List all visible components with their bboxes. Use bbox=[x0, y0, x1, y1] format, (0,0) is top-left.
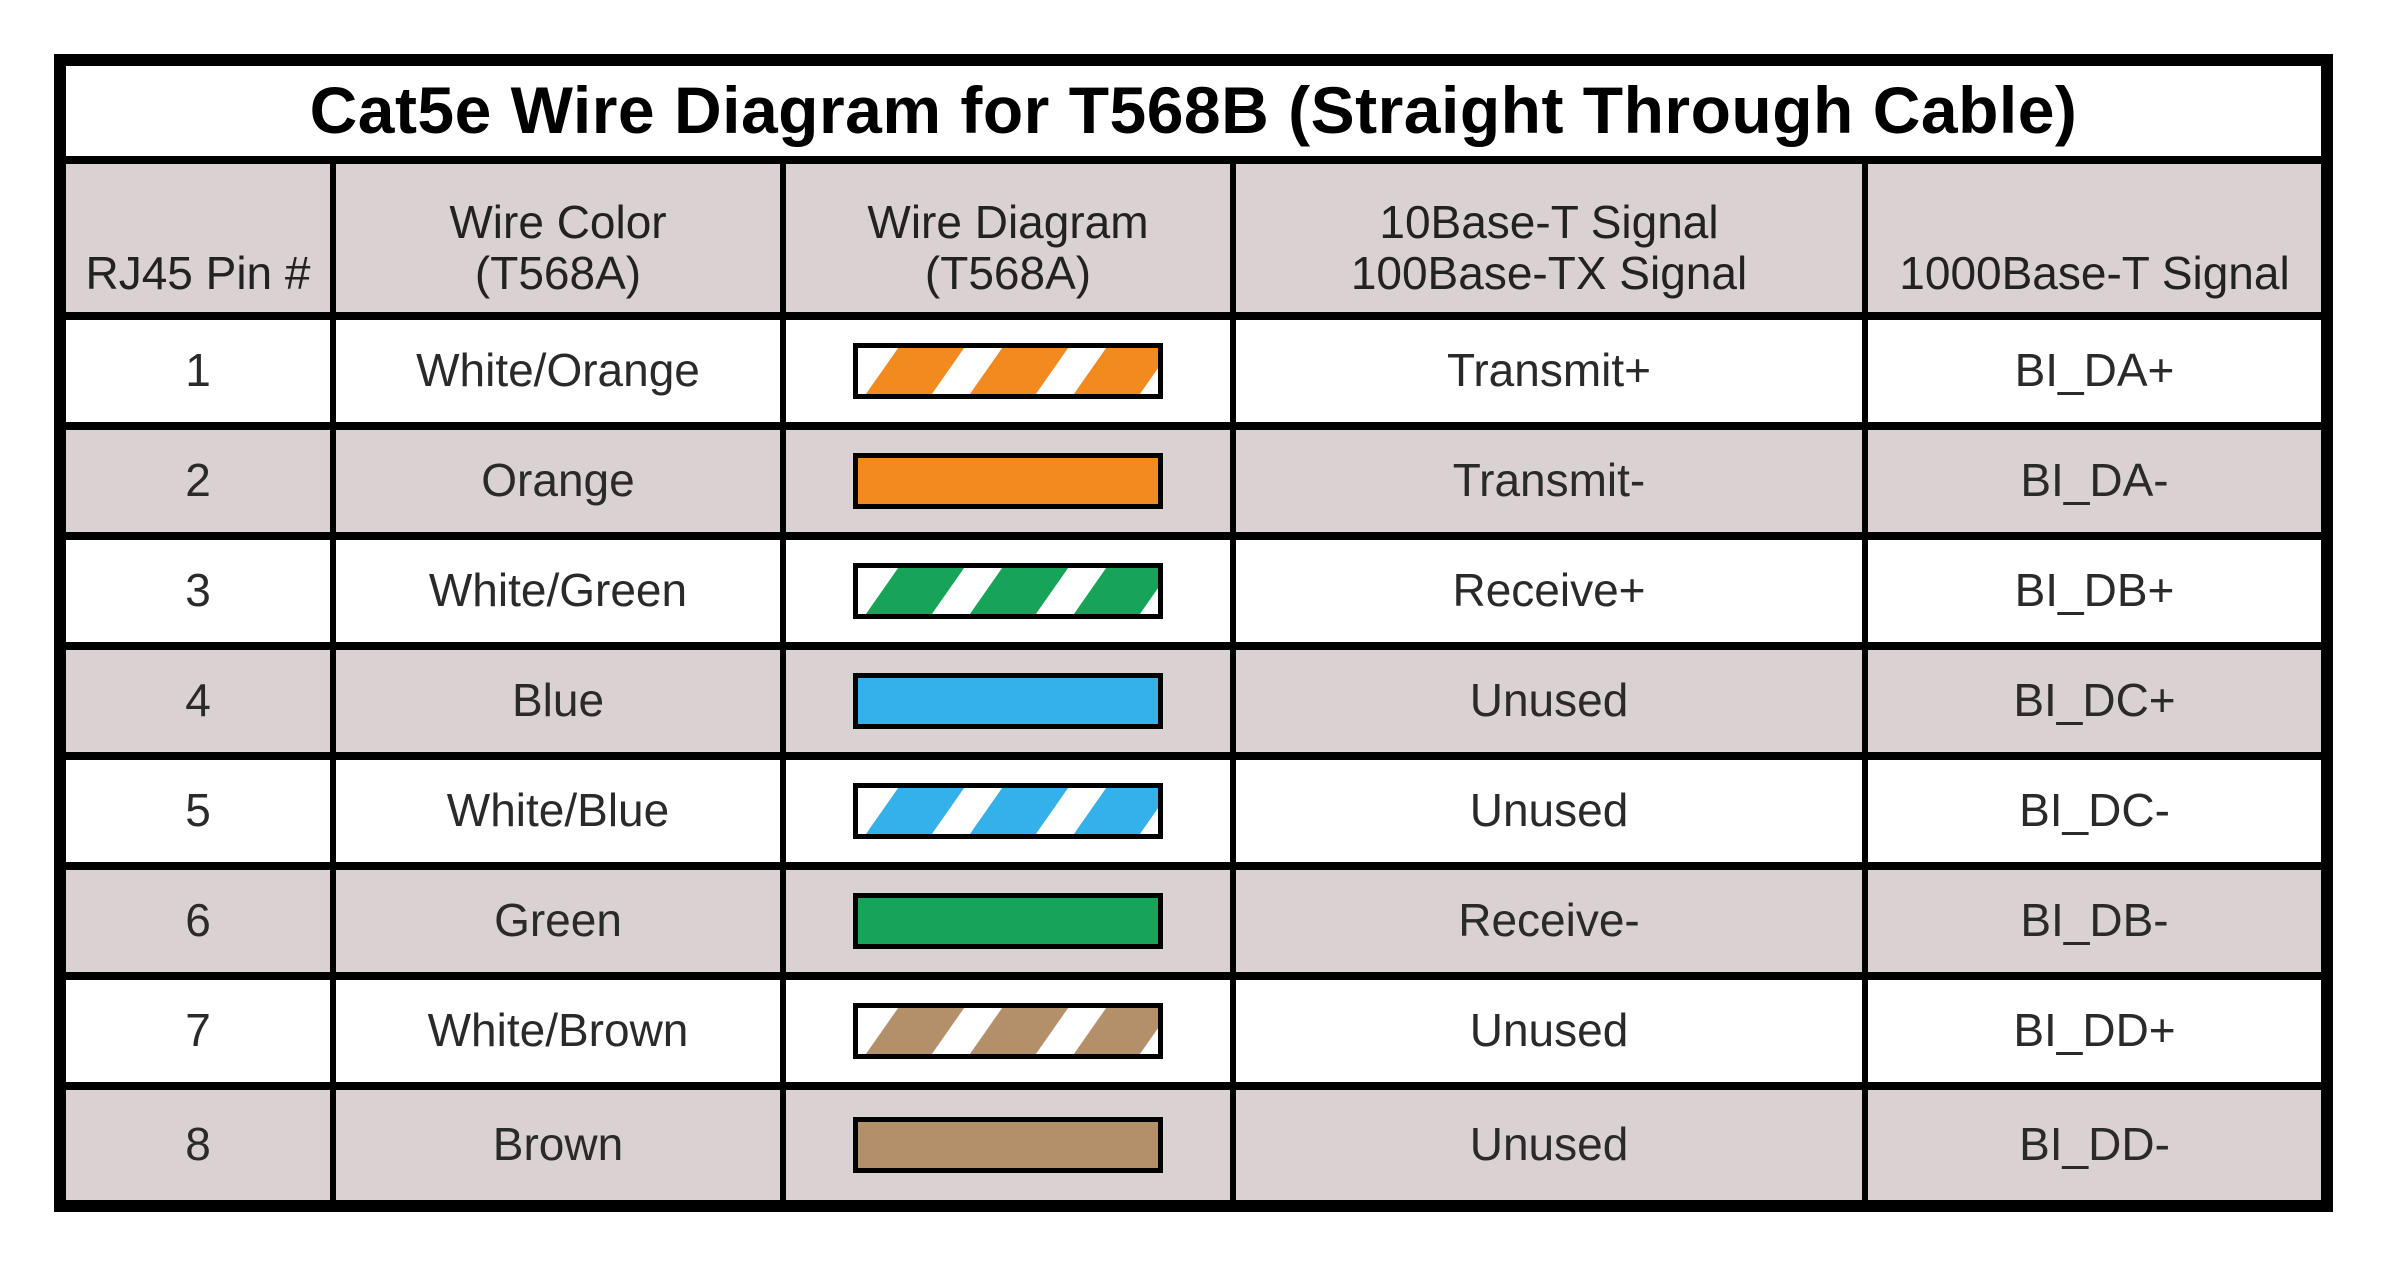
wire-color-name: White/Green bbox=[336, 540, 786, 642]
signal-1000base: BI_DB+ bbox=[1868, 540, 2321, 642]
wire-diagram-cell bbox=[786, 980, 1236, 1082]
pin-number: 7 bbox=[66, 980, 336, 1082]
table-row: 7White/Brown UnusedBI_DD+ bbox=[66, 980, 2321, 1090]
table-row: 4Blue UnusedBI_DC+ bbox=[66, 650, 2321, 760]
signal-10base: Receive- bbox=[1236, 870, 1868, 972]
signal-10base: Transmit+ bbox=[1236, 320, 1868, 422]
wire-color-name: Brown bbox=[336, 1090, 786, 1200]
col-header-signal-10: 10Base-T Signal100Base-TX Signal bbox=[1236, 164, 1868, 312]
wire-swatch bbox=[853, 563, 1163, 619]
table-row: 8Brown UnusedBI_DD- bbox=[66, 1090, 2321, 1200]
table-row: 2Orange Transmit-BI_DA- bbox=[66, 430, 2321, 540]
pin-number: 6 bbox=[66, 870, 336, 972]
signal-10base: Unused bbox=[1236, 650, 1868, 752]
signal-1000base: BI_DC+ bbox=[1868, 650, 2321, 752]
signal-1000base: BI_DB- bbox=[1868, 870, 2321, 972]
wire-diagram-table: Cat5e Wire Diagram for T568B (Straight T… bbox=[54, 54, 2333, 1212]
table-row: 5White/Blue UnusedBI_DC- bbox=[66, 760, 2321, 870]
signal-10base: Receive+ bbox=[1236, 540, 1868, 642]
wire-diagram-cell bbox=[786, 1090, 1236, 1200]
wire-diagram-frame: Cat5e Wire Diagram for T568B (Straight T… bbox=[0, 0, 2387, 1272]
wire-color-name: White/Brown bbox=[336, 980, 786, 1082]
table-title: Cat5e Wire Diagram for T568B (Straight T… bbox=[66, 66, 2321, 164]
signal-1000base: BI_DC- bbox=[1868, 760, 2321, 862]
table-header-row: RJ45 Pin # Wire Color(T568A) Wire Diagra… bbox=[66, 164, 2321, 320]
wire-diagram-cell bbox=[786, 320, 1236, 422]
pin-number: 1 bbox=[66, 320, 336, 422]
wire-color-name: Blue bbox=[336, 650, 786, 752]
signal-1000base: BI_DD- bbox=[1868, 1090, 2321, 1200]
wire-swatch bbox=[853, 783, 1163, 839]
wire-diagram-cell bbox=[786, 540, 1236, 642]
signal-10base: Unused bbox=[1236, 760, 1868, 862]
wire-color-name: White/Orange bbox=[336, 320, 786, 422]
wire-swatch bbox=[853, 1003, 1163, 1059]
signal-1000base: BI_DD+ bbox=[1868, 980, 2321, 1082]
wire-swatch bbox=[853, 343, 1163, 399]
pin-number: 4 bbox=[66, 650, 336, 752]
pin-number: 2 bbox=[66, 430, 336, 532]
wire-swatch bbox=[853, 1117, 1163, 1173]
wire-swatch bbox=[853, 673, 1163, 729]
signal-10base: Transmit- bbox=[1236, 430, 1868, 532]
signal-10base: Unused bbox=[1236, 980, 1868, 1082]
col-header-wire-color: Wire Color(T568A) bbox=[336, 164, 786, 312]
pin-number: 5 bbox=[66, 760, 336, 862]
signal-10base: Unused bbox=[1236, 1090, 1868, 1200]
wire-color-name: Orange bbox=[336, 430, 786, 532]
wire-swatch bbox=[853, 893, 1163, 949]
table-row: 6Green Receive-BI_DB- bbox=[66, 870, 2321, 980]
col-header-signal-1000: 1000Base-T Signal bbox=[1868, 164, 2321, 312]
wire-diagram-cell bbox=[786, 430, 1236, 532]
table-row: 1White/Orange Transmit+BI_DA+ bbox=[66, 320, 2321, 430]
wire-diagram-cell bbox=[786, 650, 1236, 752]
table-row: 3White/Green Receive+BI_DB+ bbox=[66, 540, 2321, 650]
pin-number: 8 bbox=[66, 1090, 336, 1200]
table-body: 1White/Orange Transmit+BI_DA+ 2Orange Trans… bbox=[66, 320, 2321, 1200]
pin-number: 3 bbox=[66, 540, 336, 642]
col-header-wire-diagram: Wire Diagram(T568A) bbox=[786, 164, 1236, 312]
wire-swatch bbox=[853, 453, 1163, 509]
wire-color-name: Green bbox=[336, 870, 786, 972]
signal-1000base: BI_DA+ bbox=[1868, 320, 2321, 422]
wire-color-name: White/Blue bbox=[336, 760, 786, 862]
wire-diagram-cell bbox=[786, 760, 1236, 862]
wire-diagram-cell bbox=[786, 870, 1236, 972]
col-header-pin: RJ45 Pin # bbox=[66, 164, 336, 312]
signal-1000base: BI_DA- bbox=[1868, 430, 2321, 532]
